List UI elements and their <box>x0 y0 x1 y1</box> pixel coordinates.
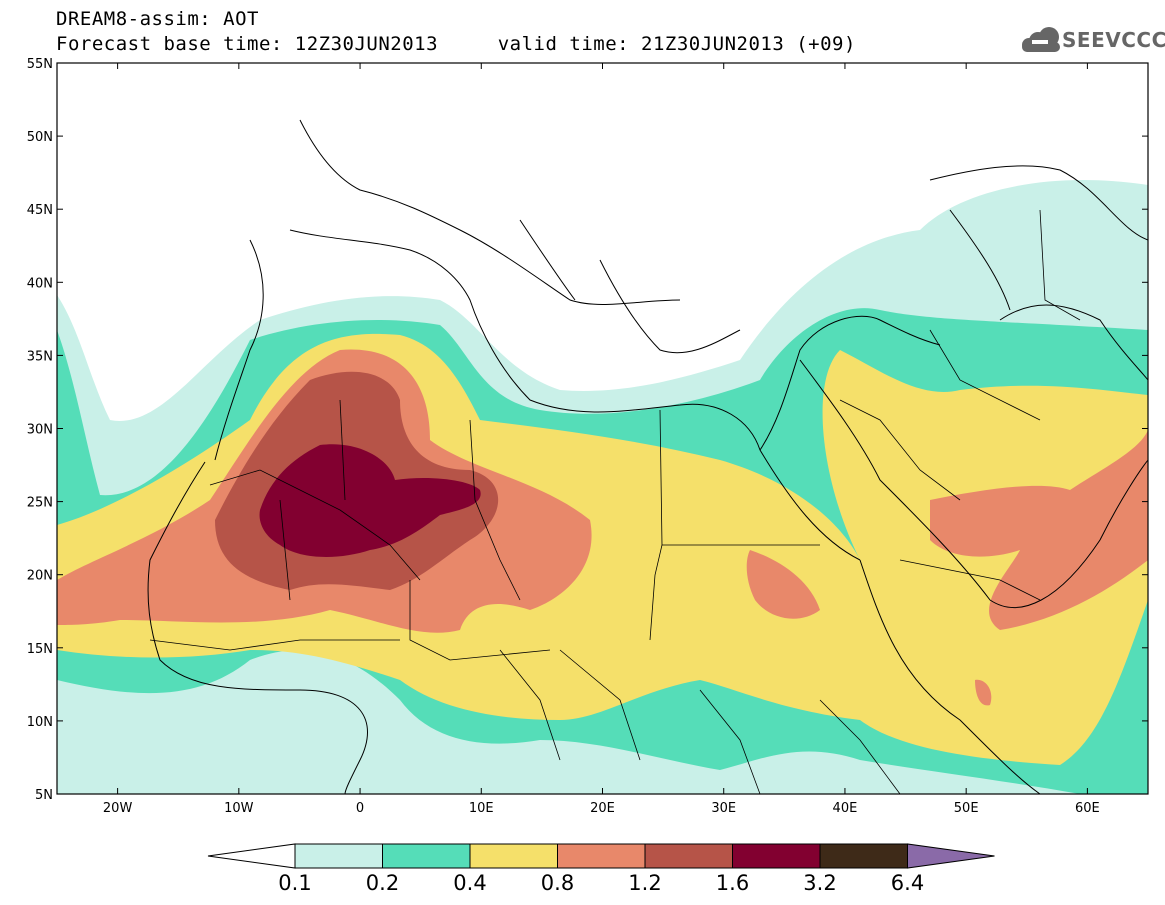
lon-tick-label: 30E <box>711 801 736 816</box>
lat-tick-label: 45N <box>27 203 53 218</box>
lat-tick-label: 5N <box>35 788 53 803</box>
colorbar-level-label: 0.2 <box>366 871 399 895</box>
colorbar-level-label: 1.6 <box>716 871 749 895</box>
lat-tick-label: 30N <box>27 423 53 438</box>
lat-tick-label: 40N <box>27 276 53 291</box>
colorbar-segment <box>382 843 471 869</box>
colorbar-segment <box>732 843 821 869</box>
lon-tick-label: 50E <box>954 801 979 816</box>
colorbar-min-arrow <box>207 843 296 869</box>
country-borders <box>149 209 1081 794</box>
lon-tick-label: 10W <box>224 801 254 816</box>
lat-tick-label: 15N <box>27 642 53 657</box>
colorbar-level-label: 0.4 <box>453 871 486 895</box>
map-title: DREAM8-assim: AOT <box>56 8 259 30</box>
lat-tick-label: 20N <box>27 569 53 584</box>
coastlines <box>147 119 1148 794</box>
lon-tick-label: 0 <box>356 801 364 816</box>
lon-tick-label: 20W <box>103 801 133 816</box>
lon-tick-label: 40E <box>833 801 858 816</box>
lon-tick-label: 20E <box>590 801 615 816</box>
aot-colorbar: 0.1 0.2 0.4 0.8 1.2 1.6 3.2 6.4 <box>207 843 995 895</box>
forecast-time-line: Forecast base time: 12Z30JUN2013 valid t… <box>56 33 856 55</box>
colorbar-segment <box>557 843 646 869</box>
colorbar-segment <box>819 843 908 869</box>
contour-1.6 <box>259 444 481 557</box>
aot-contours <box>57 63 1148 794</box>
lat-tick-label: 10N <box>27 715 53 730</box>
colorbar-max-arrow <box>907 843 995 869</box>
colorbar-level-label: 3.2 <box>803 871 836 895</box>
lon-tick-label: 10E <box>469 801 494 816</box>
colorbar-segment <box>294 843 383 869</box>
longitude-axis: 20W 10W 0 10E 20E 30E 40E 50E 60E <box>103 63 1100 816</box>
latitude-axis: 55N 50N 45N 40N 35N 30N 25N 20N 15N 10N 5N <box>27 57 1148 803</box>
colorbar-level-label: 1.2 <box>628 871 661 895</box>
lat-tick-label: 55N <box>27 57 53 72</box>
colorbar-level-label: 6.4 <box>891 871 924 895</box>
colorbar-segment <box>469 843 558 869</box>
lat-tick-label: 50N <box>27 130 53 145</box>
colorbar-segment <box>644 843 733 869</box>
seevccc-logo <box>1022 27 1060 52</box>
logo-text: SEEVCCC <box>1062 28 1165 52</box>
lat-tick-label: 35N <box>27 349 53 364</box>
lat-tick-label: 25N <box>27 496 53 511</box>
lon-tick-label: 60E <box>1075 801 1100 816</box>
colorbar-level-label: 0.8 <box>541 871 574 895</box>
colorbar-level-label: 0.1 <box>278 871 311 895</box>
cloud-icon <box>1022 27 1060 52</box>
